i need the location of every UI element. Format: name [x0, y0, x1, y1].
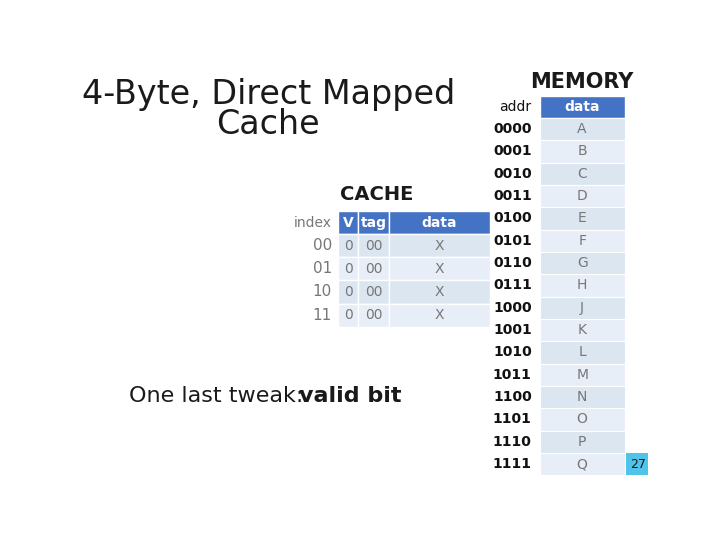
Bar	[358, 234, 389, 257]
Text: L: L	[578, 346, 586, 360]
Text: X: X	[435, 239, 444, 253]
Text: 00: 00	[365, 239, 382, 253]
Text: J: J	[580, 301, 584, 315]
Text: 0010: 0010	[493, 167, 532, 181]
Text: X: X	[435, 285, 444, 299]
Text: 0: 0	[343, 239, 353, 253]
Bar	[539, 230, 625, 252]
Text: 0001: 0001	[493, 144, 532, 158]
Bar	[539, 408, 625, 430]
Bar	[539, 363, 625, 386]
Text: 4-Byte, Direct Mapped: 4-Byte, Direct Mapped	[81, 78, 455, 111]
Text: F: F	[578, 234, 586, 248]
Text: X: X	[435, 308, 444, 322]
Bar	[539, 430, 625, 453]
Text: addr: addr	[500, 100, 532, 114]
Text: index: index	[294, 215, 332, 230]
Bar	[539, 453, 625, 475]
Bar	[389, 280, 490, 303]
Text: 27: 27	[630, 457, 646, 470]
Text: 1111: 1111	[492, 457, 532, 471]
Bar	[389, 234, 490, 257]
Text: G: G	[577, 256, 588, 270]
Text: MEMORY: MEMORY	[531, 72, 634, 92]
Bar	[389, 211, 490, 234]
Bar	[539, 96, 625, 118]
Text: One last tweak:: One last tweak:	[129, 386, 310, 406]
Bar	[338, 280, 358, 303]
Text: 00: 00	[365, 262, 382, 276]
Text: data: data	[422, 215, 457, 230]
Text: O: O	[577, 413, 588, 427]
Text: 1100: 1100	[493, 390, 532, 404]
Bar	[358, 303, 389, 327]
Bar	[539, 319, 625, 341]
Text: 0100: 0100	[493, 212, 532, 225]
Bar	[358, 257, 389, 280]
Bar	[338, 257, 358, 280]
Text: 1010: 1010	[493, 346, 532, 360]
Text: 10: 10	[312, 285, 332, 300]
Text: 0111: 0111	[493, 279, 532, 292]
Text: B: B	[577, 144, 587, 158]
Text: 1110: 1110	[493, 435, 532, 449]
Text: Q: Q	[577, 457, 588, 471]
Text: 0110: 0110	[493, 256, 532, 270]
Text: 00: 00	[365, 285, 382, 299]
Bar	[389, 303, 490, 327]
Text: 0011: 0011	[493, 189, 532, 203]
Text: 0: 0	[343, 262, 353, 276]
Bar	[358, 280, 389, 303]
Text: C: C	[577, 167, 587, 181]
Text: H: H	[577, 279, 588, 292]
Text: 11: 11	[312, 308, 332, 322]
Bar	[539, 341, 625, 363]
Text: M: M	[576, 368, 588, 382]
Text: valid bit: valid bit	[300, 386, 402, 406]
Text: V: V	[343, 215, 354, 230]
Bar	[539, 207, 625, 230]
Text: P: P	[578, 435, 586, 449]
Text: Cache: Cache	[217, 109, 320, 141]
Text: D: D	[577, 189, 588, 203]
Text: K: K	[577, 323, 587, 337]
Bar	[539, 163, 625, 185]
Text: data: data	[564, 100, 600, 114]
Bar	[539, 252, 625, 274]
Text: 01: 01	[312, 261, 332, 276]
Bar	[539, 140, 625, 163]
Bar	[338, 234, 358, 257]
Text: 00: 00	[312, 238, 332, 253]
Bar	[539, 386, 625, 408]
Text: 0101: 0101	[493, 234, 532, 248]
Text: 1001: 1001	[493, 323, 532, 337]
Bar	[626, 453, 650, 475]
Text: A: A	[577, 122, 587, 136]
Bar	[539, 118, 625, 140]
Bar	[389, 257, 490, 280]
Text: 0: 0	[343, 308, 353, 322]
Text: tag: tag	[361, 215, 387, 230]
Text: 1000: 1000	[493, 301, 532, 315]
Text: 0000: 0000	[493, 122, 532, 136]
Text: 0: 0	[343, 285, 353, 299]
Bar	[539, 296, 625, 319]
Text: 1101: 1101	[493, 413, 532, 427]
Text: N: N	[577, 390, 588, 404]
Bar	[358, 211, 389, 234]
Text: CACHE: CACHE	[340, 185, 413, 204]
Bar	[338, 211, 358, 234]
Bar	[338, 303, 358, 327]
Text: E: E	[577, 212, 587, 225]
Bar	[539, 274, 625, 296]
Text: X: X	[435, 262, 444, 276]
Bar	[539, 185, 625, 207]
Text: 1011: 1011	[493, 368, 532, 382]
Text: 00: 00	[365, 308, 382, 322]
